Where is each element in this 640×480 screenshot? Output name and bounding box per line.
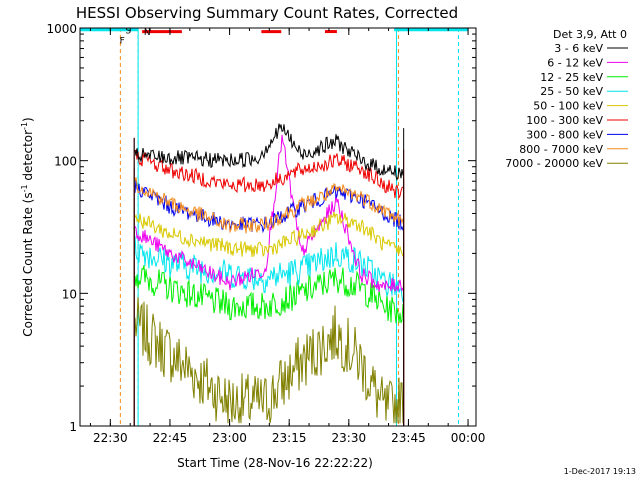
series-line-5 bbox=[134, 149, 404, 199]
y-tick-label-1: 10 bbox=[62, 287, 77, 301]
series-line-3 bbox=[134, 235, 404, 303]
x-tick-label-2: 23:00 bbox=[212, 431, 247, 445]
y-label-main: Corrected Count Rate (s bbox=[21, 192, 35, 336]
x-tick-label-1: 22:45 bbox=[153, 431, 188, 445]
chart-title: HESSI Observing Summary Count Rates, Cor… bbox=[76, 4, 458, 22]
x-axis-label: Start Time (28-Nov-16 22:22:22) bbox=[177, 456, 373, 470]
legend-label-2: 12 - 25 keV bbox=[540, 71, 603, 84]
legend-label-1: 6 - 12 keV bbox=[547, 56, 603, 69]
legend-label-4: 50 - 100 keV bbox=[533, 100, 603, 113]
legend-label-3: 25 - 50 keV bbox=[540, 85, 603, 98]
x-tick-label-0: 22:30 bbox=[93, 431, 128, 445]
legend-label-7: 800 - 7000 keV bbox=[519, 143, 603, 156]
series-line-4 bbox=[134, 211, 404, 258]
series-line-0 bbox=[134, 123, 404, 182]
series-line-2 bbox=[134, 265, 404, 324]
y-tick-label-0: 1 bbox=[69, 420, 77, 434]
y-axis: 1 10 100 1000 bbox=[46, 22, 476, 434]
timestamp: 1-Dec-2017 19:13 bbox=[564, 467, 636, 476]
legend-label-5: 100 - 300 keV bbox=[526, 114, 603, 127]
legend-label-8: 7000 - 20000 keV bbox=[505, 157, 603, 170]
legend-label-6: 300 - 800 keV bbox=[526, 128, 603, 141]
y-label-mid: detector bbox=[21, 130, 35, 185]
series-line-8 bbox=[134, 296, 404, 424]
y-tick-label-2: 100 bbox=[54, 155, 77, 169]
legend-title: Det 3,9, Att 0 bbox=[553, 28, 627, 41]
plot-frame bbox=[79, 27, 477, 427]
flag-label-S: S bbox=[125, 27, 131, 37]
x-tick-label-6: 00:00 bbox=[451, 431, 486, 445]
legend-label-0: 3 - 6 keV bbox=[554, 42, 603, 55]
flag-label-N: N bbox=[144, 28, 151, 38]
series-line-7 bbox=[134, 177, 404, 234]
x-tick-label-5: 23:45 bbox=[391, 431, 426, 445]
y-label-end: ) bbox=[21, 117, 35, 122]
plot-area: S N F bbox=[80, 27, 476, 426]
y-axis-label: Corrected Count Rate (s-1 detector-1) bbox=[20, 117, 35, 336]
y-label-sup1: -1 bbox=[20, 184, 29, 192]
x-axis: 22:30 22:45 23:00 23:15 23:30 23:45 00:00 bbox=[89, 28, 486, 445]
x-tick-label-3: 23:15 bbox=[272, 431, 307, 445]
flag-label-F: F bbox=[120, 37, 125, 47]
y-label-sup2: -1 bbox=[20, 122, 29, 130]
y-tick-label-3: 1000 bbox=[46, 22, 77, 36]
x-tick-label-4: 23:30 bbox=[332, 431, 367, 445]
